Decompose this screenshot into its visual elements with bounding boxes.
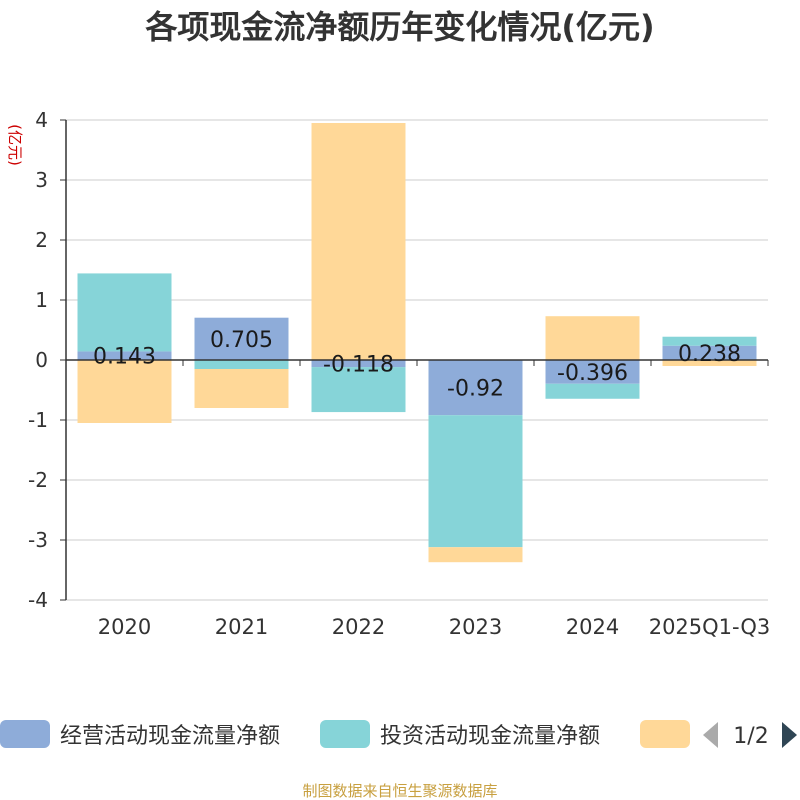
bar-series-0-2021[interactable]: [194, 317, 289, 360]
bar-series-2-2024[interactable]: [545, 316, 640, 360]
bar-series-1-2023[interactable]: [428, 415, 523, 548]
y-tick-label: 2: [35, 228, 48, 252]
legend-prev-page-icon[interactable]: [703, 722, 718, 748]
data-labels: 0.143 0.705 -0.118 -0.92 -0.396 0.238: [93, 328, 741, 402]
bar-series-0-2025Q1-Q3[interactable]: [662, 345, 757, 360]
chart-title: 各项现金流净额历年变化情况(亿元): [145, 8, 654, 46]
data-label: -0.92: [447, 377, 504, 402]
legend: 经营活动现金流量净额 投资活动现金流量净额 1/2: [0, 720, 797, 749]
x-tick-label: 2023: [449, 615, 502, 639]
bar-series-2-2023[interactable]: [428, 547, 523, 563]
y-tick-label: -3: [28, 528, 48, 552]
x-tick-label: 2025Q1-Q3: [649, 615, 771, 639]
bars: [77, 123, 757, 563]
legend-label-1[interactable]: 投资活动现金流量净额: [380, 724, 600, 749]
y-tick-label: 4: [35, 108, 48, 132]
legend-page-indicator: 1/2: [733, 724, 768, 749]
legend-next-page-icon[interactable]: [782, 722, 797, 748]
y-tick-label: 0: [35, 348, 48, 372]
bar-series-2-2022[interactable]: [311, 123, 406, 360]
legend-swatch-0[interactable]: [0, 720, 50, 748]
data-label: 0.238: [678, 342, 741, 367]
x-tick-label: 2021: [215, 615, 268, 639]
y-tick-label: -4: [28, 588, 48, 612]
data-label: 0.143: [93, 345, 156, 370]
bar-series-1-2021[interactable]: [194, 360, 289, 369]
legend-swatch-1[interactable]: [320, 720, 370, 748]
bar-series-1-2020[interactable]: [77, 273, 172, 352]
x-tick-label: 2022: [332, 615, 385, 639]
y-tick-label: -2: [28, 468, 48, 492]
bar-series-1-2022[interactable]: [311, 367, 406, 413]
data-label: -0.396: [557, 361, 628, 386]
data-label: -0.118: [323, 353, 394, 378]
legend-label-0[interactable]: 经营活动现金流量净额: [60, 724, 280, 749]
data-label: 0.705: [210, 328, 273, 353]
bar-series-0-2022[interactable]: [311, 360, 406, 368]
source-note: 制图数据来自恒生聚源数据库: [302, 782, 497, 800]
bar-series-2-2025Q1-Q3[interactable]: [662, 360, 757, 366]
grid: [66, 119, 768, 601]
x-tick-label: 2024: [566, 615, 619, 639]
bar-series-2-2020[interactable]: [77, 360, 172, 423]
bar-series-1-2025Q1-Q3[interactable]: [662, 336, 757, 346]
y-tick-label: 3: [35, 168, 48, 192]
bar-series-1-2024[interactable]: [545, 383, 640, 399]
y-tick-label: 1: [35, 288, 48, 312]
axes: 4 3 2 1 0 -1 -2 -3 -4 2020 2021 2022 2023 2024 2025Q1-…: [28, 108, 770, 639]
bar-series-0-2023[interactable]: [428, 360, 523, 416]
legend-swatch-2[interactable]: [640, 720, 690, 748]
x-tick-label: 2020: [98, 615, 151, 639]
y-axis-label: (亿元): [6, 124, 24, 166]
y-tick-label: -1: [28, 408, 48, 432]
bar-series-2-2021[interactable]: [194, 369, 289, 408]
bar-series-0-2020[interactable]: [77, 351, 172, 360]
bar-series-0-2024[interactable]: [545, 360, 640, 384]
